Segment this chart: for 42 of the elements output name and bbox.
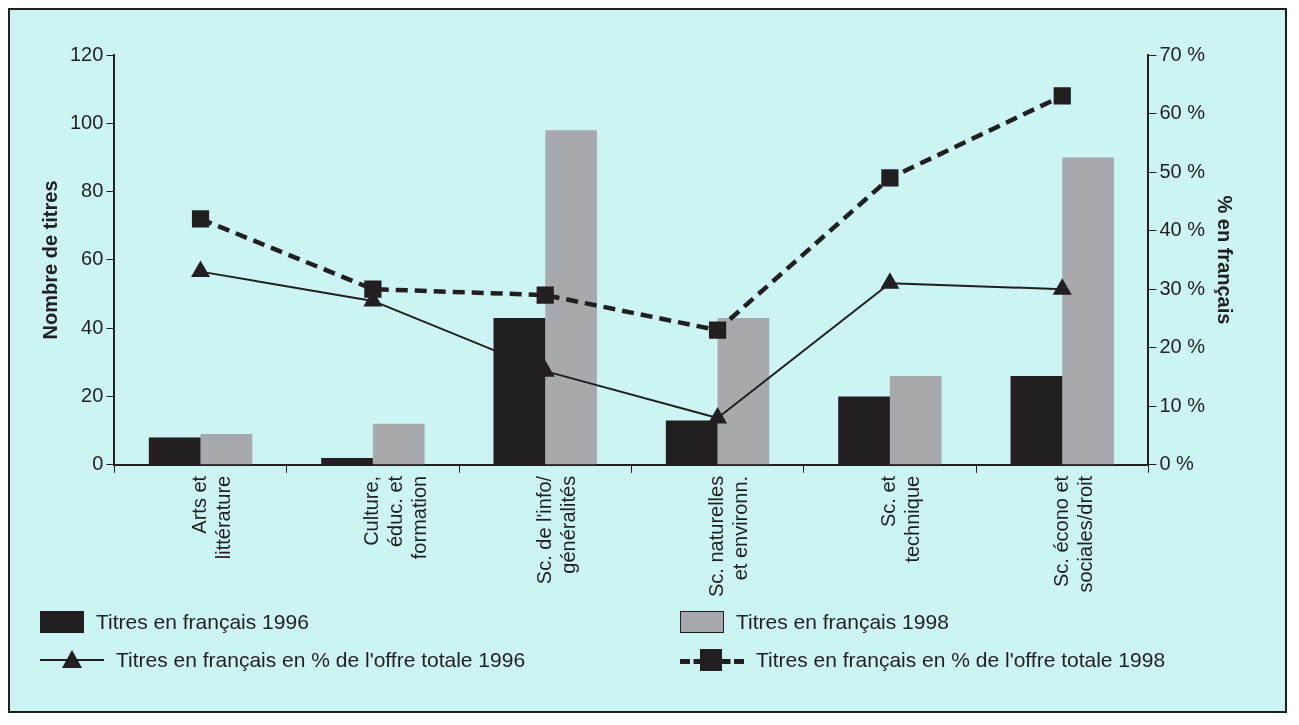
bar xyxy=(889,376,942,465)
bar xyxy=(372,423,425,465)
bar xyxy=(717,317,770,465)
point xyxy=(881,273,899,289)
y-tick-label: 120 xyxy=(69,42,104,65)
point xyxy=(536,286,554,304)
legend-label: Titres en français en % de l'offre totale 1996 xyxy=(116,648,526,672)
point xyxy=(1053,87,1071,105)
y-tick-label: 0 xyxy=(92,452,104,475)
point xyxy=(708,321,727,339)
point xyxy=(708,407,727,424)
y2-tick-label: 30 % xyxy=(1159,276,1206,299)
y2-axis-title: % en français xyxy=(1214,195,1237,325)
point xyxy=(1053,279,1072,295)
bar xyxy=(545,130,597,465)
bar xyxy=(200,434,253,465)
bar xyxy=(1062,157,1114,465)
y-tick-label: 100 xyxy=(69,110,104,133)
x-tick-label: Arts et littérature xyxy=(188,475,235,560)
y2-tick-label: 70 % xyxy=(1159,42,1206,65)
y-tick-label: 80 xyxy=(81,179,104,202)
point xyxy=(191,210,210,228)
x-tick-label: Sc. de l'info/ généralités xyxy=(532,475,579,585)
y2-tick-label: 40 % xyxy=(1159,218,1206,241)
y-tick-label: 20 xyxy=(81,384,104,407)
x-tick-label: Sc. naturelles et environn. xyxy=(705,475,752,597)
y2-tick-label: 60 % xyxy=(1159,101,1206,124)
y-tick-label: 40 xyxy=(81,315,104,338)
y-tick-label: 60 xyxy=(81,247,104,270)
x-tick-label: Sc. et technique xyxy=(877,475,924,563)
x-tick-label: Sc. écono et sociales/droit xyxy=(1049,475,1096,593)
point xyxy=(191,261,210,278)
x-tick-label: Culture, éduc. et formation xyxy=(360,475,431,560)
y-axis-title: Nombre de titres xyxy=(38,180,61,340)
y2-tick-label: 10 % xyxy=(1159,393,1206,416)
legend-label: Titres en français 1998 xyxy=(736,610,949,634)
point xyxy=(881,169,899,187)
legend-label: Titres en français 1996 xyxy=(96,610,309,634)
y2-tick-label: 20 % xyxy=(1159,335,1206,358)
y2-tick-label: 0 % xyxy=(1159,452,1195,475)
y2-tick-label: 50 % xyxy=(1159,159,1206,182)
legend-label: Titres en français en % de l'offre totale 1998 xyxy=(756,648,1166,672)
